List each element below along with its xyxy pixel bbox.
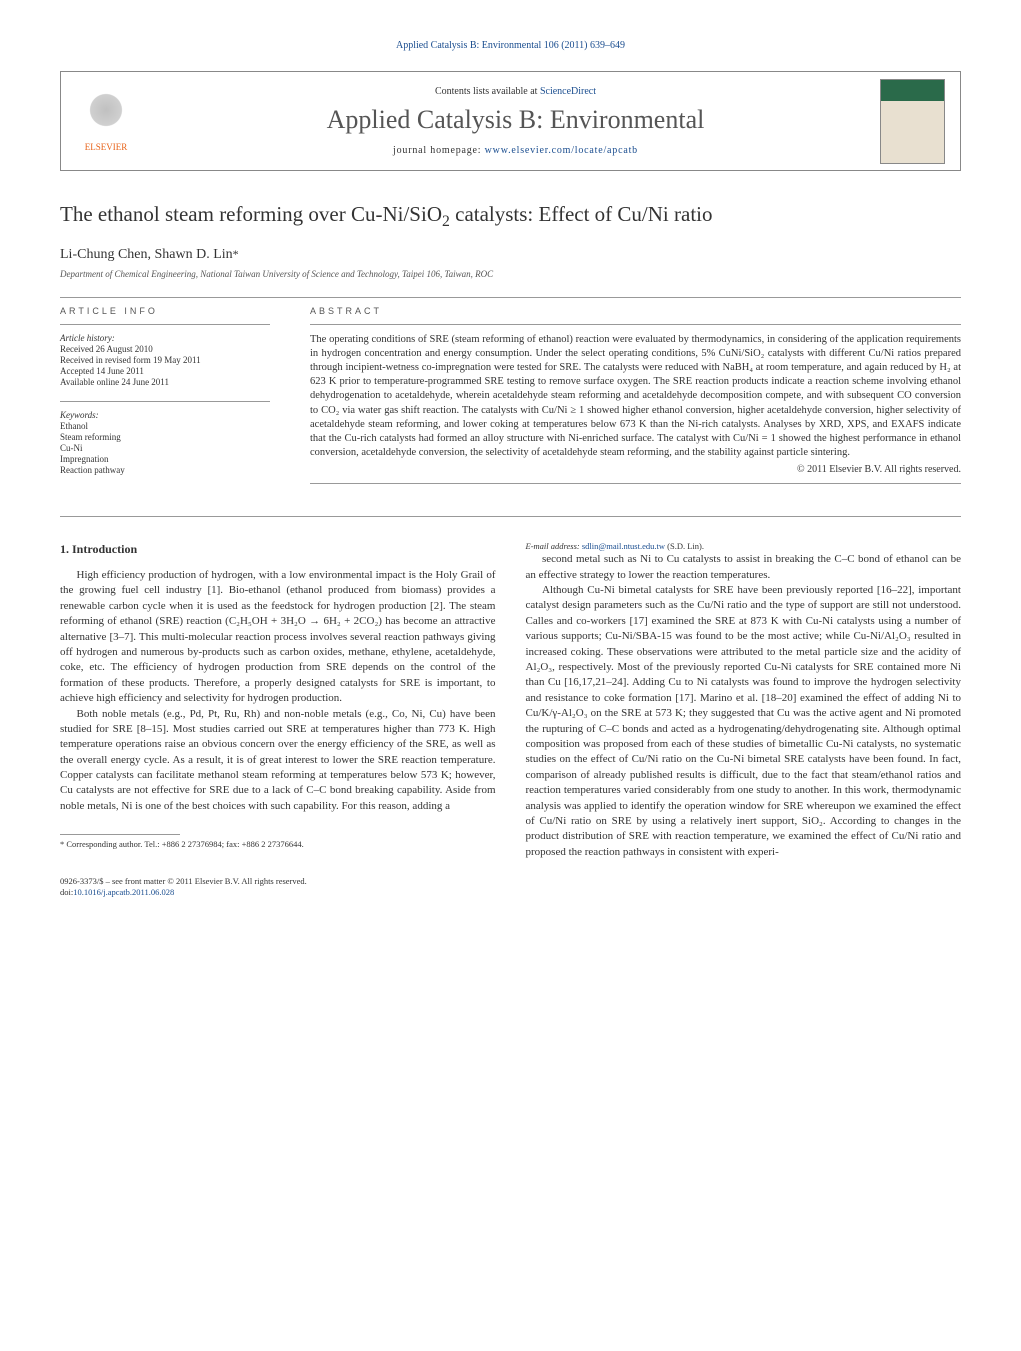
cover-thumb-block xyxy=(880,79,960,164)
journal-name: Applied Catalysis B: Environmental xyxy=(151,105,880,135)
footnote-email-label: E-mail address: xyxy=(526,541,582,551)
title-post: catalysts: Effect of Cu/Ni ratio xyxy=(450,202,713,226)
elsevier-tree-icon xyxy=(81,90,131,140)
divider-body xyxy=(60,516,961,517)
author-1: Li-Chung Chen, xyxy=(60,247,155,262)
divider-abstract-2 xyxy=(310,483,961,484)
section-heading-introduction: 1. Introduction xyxy=(60,541,496,558)
footer-issn-line: 0926-3373/$ – see front matter © 2011 El… xyxy=(60,876,961,887)
divider-info-1 xyxy=(60,324,270,325)
footer-block: 0926-3373/$ – see front matter © 2011 El… xyxy=(60,876,961,898)
keyword-1: Ethanol xyxy=(60,421,270,431)
keyword-5: Reaction pathway xyxy=(60,465,270,475)
divider-top xyxy=(60,297,961,298)
journal-citation: Applied Catalysis B: Environmental 106 (… xyxy=(60,40,961,51)
article-title: The ethanol steam reforming over Cu-Ni/S… xyxy=(60,201,961,233)
spacer xyxy=(60,525,961,541)
journal-cover-thumb xyxy=(880,79,945,164)
publisher-logo-block: ELSEVIER xyxy=(61,90,151,152)
article-history-block: Article history: Received 26 August 2010… xyxy=(60,333,270,387)
footnote-separator xyxy=(60,834,180,835)
journal-header-box: ELSEVIER Contents lists available at Sci… xyxy=(60,71,961,171)
info-abstract-row: ARTICLE INFO Article history: Received 2… xyxy=(60,306,961,493)
corresponding-mark-icon: * xyxy=(233,247,239,261)
history-accepted: Accepted 14 June 2011 xyxy=(60,366,270,376)
header-center: Contents lists available at ScienceDirec… xyxy=(151,86,880,156)
footer-doi-link[interactable]: 10.1016/j.apcatb.2011.06.028 xyxy=(73,887,174,897)
footer-doi-line: doi:10.1016/j.apcatb.2011.06.028 xyxy=(60,887,961,898)
history-revised: Received in revised form 19 May 2011 xyxy=(60,355,270,365)
history-received: Received 26 August 2010 xyxy=(60,344,270,354)
sciencedirect-link[interactable]: ScienceDirect xyxy=(540,86,596,97)
body-paragraph-3: second metal such as Ni to Cu catalysts … xyxy=(526,552,962,583)
body-paragraph-1: High efficiency production of hydrogen, … xyxy=(60,568,496,707)
article-info-heading: ARTICLE INFO xyxy=(60,306,270,316)
history-online: Available online 24 June 2011 xyxy=(60,377,270,387)
authors-line: Li-Chung Chen, Shawn D. Lin* xyxy=(60,247,961,263)
keyword-2: Steam reforming xyxy=(60,432,270,442)
title-subscript: 2 xyxy=(442,213,450,230)
footnote-email-line: E-mail address: sdlin@mail.ntust.edu.tw … xyxy=(526,541,962,552)
homepage-label: journal homepage: xyxy=(393,145,485,156)
title-pre: The ethanol steam reforming over Cu-Ni/S… xyxy=(60,202,442,226)
homepage-line: journal homepage: www.elsevier.com/locat… xyxy=(151,145,880,156)
footnote-contact: * Corresponding author. Tel.: +886 2 273… xyxy=(60,839,496,850)
keyword-4: Impregnation xyxy=(60,454,270,464)
divider-abstract-1 xyxy=(310,324,961,325)
history-label: Article history: xyxy=(60,333,270,343)
keyword-3: Cu-Ni xyxy=(60,443,270,453)
keywords-block: Keywords: Ethanol Steam reforming Cu-Ni … xyxy=(60,410,270,475)
contents-line-pre: Contents lists available at xyxy=(435,86,540,97)
abstract-text: The operating conditions of SRE (steam r… xyxy=(310,333,961,461)
footnote-email-link[interactable]: sdlin@mail.ntust.edu.tw xyxy=(582,541,665,551)
divider-info-2 xyxy=(60,401,270,402)
author-2: Shawn D. Lin xyxy=(155,247,233,262)
abstract-copyright: © 2011 Elsevier B.V. All rights reserved… xyxy=(310,464,961,475)
body-paragraph-4: Although Cu-Ni bimetal catalysts for SRE… xyxy=(526,583,962,860)
footer-doi-label: doi: xyxy=(60,887,73,897)
body-paragraph-2: Both noble metals (e.g., Pd, Pt, Ru, Rh)… xyxy=(60,707,496,815)
abstract-column: ABSTRACT The operating conditions of SRE… xyxy=(310,306,961,493)
homepage-link[interactable]: www.elsevier.com/locate/apcatb xyxy=(485,145,638,156)
contents-line: Contents lists available at ScienceDirec… xyxy=(151,86,880,97)
elsevier-wordmark: ELSEVIER xyxy=(81,142,131,152)
journal-citation-link[interactable]: Applied Catalysis B: Environmental 106 (… xyxy=(396,40,625,51)
footnote-email-post: (S.D. Lin). xyxy=(665,541,704,551)
keywords-label: Keywords: xyxy=(60,410,270,420)
article-info-column: ARTICLE INFO Article history: Received 2… xyxy=(60,306,270,493)
affiliation: Department of Chemical Engineering, Nati… xyxy=(60,269,961,279)
abstract-heading: ABSTRACT xyxy=(310,306,961,316)
body-two-column: 1. Introduction High efficiency producti… xyxy=(60,541,961,860)
